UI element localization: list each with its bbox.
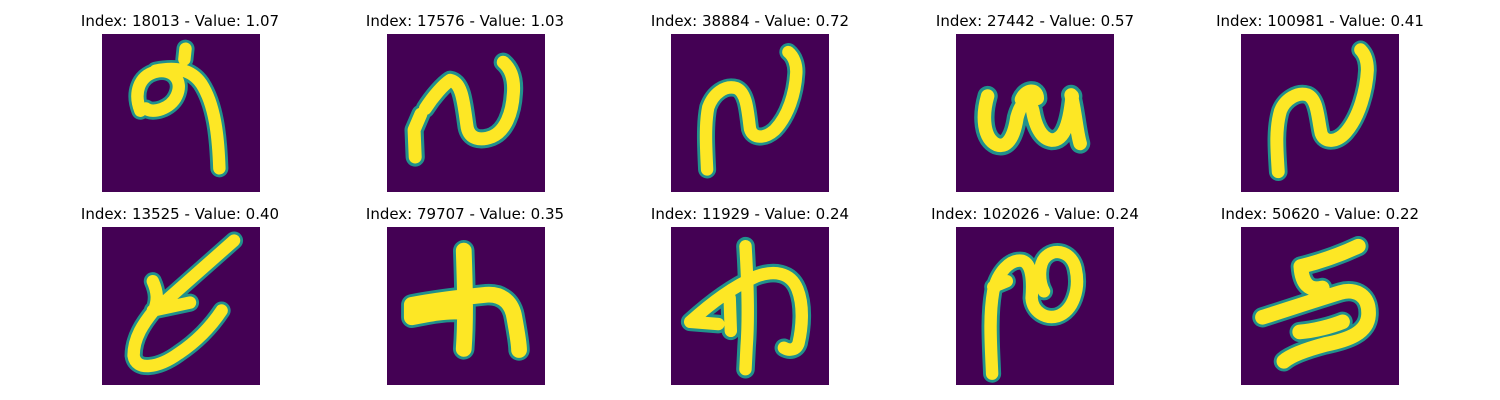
panel-image-7 [387, 227, 545, 385]
panel-image-10 [1241, 227, 1399, 385]
glyph-3-icon [696, 43, 806, 179]
panel-title-6: Index: 13525 - Value: 0.40 [80, 205, 280, 223]
panel-title-4: Index: 27442 - Value: 0.57 [935, 12, 1135, 30]
glyph-1-icon [128, 39, 229, 178]
panel-title-10: Index: 50620 - Value: 0.22 [1220, 205, 1420, 223]
panel-image-6 [102, 227, 260, 385]
panel-title-8: Index: 11929 - Value: 0.24 [650, 205, 850, 223]
panel-title-7: Index: 79707 - Value: 0.35 [365, 205, 565, 223]
glyph-4-icon [974, 81, 1091, 156]
panel-title-3: Index: 38884 - Value: 0.72 [650, 12, 850, 30]
glyph-6-icon [124, 231, 244, 375]
panel-image-3 [671, 34, 829, 192]
panel-image-9 [956, 227, 1114, 385]
glyph-2-icon [404, 52, 524, 167]
panel-image-4 [956, 34, 1114, 192]
glyph-9-icon [981, 243, 1086, 383]
glyph-5-icon [1267, 40, 1377, 181]
panel-title-1: Index: 18013 - Value: 1.07 [80, 12, 280, 30]
panel-image-2 [387, 34, 545, 192]
glyph-8-icon [680, 236, 812, 379]
panel-title-2: Index: 17576 - Value: 1.03 [365, 12, 565, 30]
panel-title-5: Index: 100981 - Value: 0.41 [1216, 12, 1424, 30]
glyph-10-icon [1252, 236, 1379, 372]
panel-image-1 [102, 34, 260, 192]
panel-image-5 [1241, 34, 1399, 192]
panel-title-9: Index: 102026 - Value: 0.24 [931, 205, 1139, 223]
panel-image-8 [671, 227, 829, 385]
glyph-7-icon [401, 239, 530, 361]
